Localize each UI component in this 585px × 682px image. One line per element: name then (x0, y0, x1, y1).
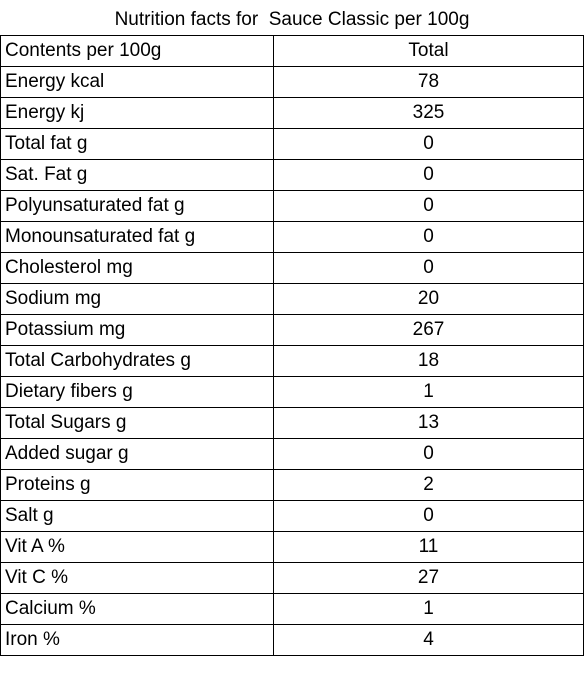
nutrient-value: 20 (273, 283, 584, 315)
nutrient-value: 0 (273, 128, 584, 160)
table-row: Energy kcal 78 (0, 66, 584, 98)
nutrient-label: Sat. Fat g (0, 159, 274, 191)
table-row: Cholesterol mg 0 (0, 252, 584, 284)
nutrient-label: Polyunsaturated fat g (0, 190, 274, 222)
nutrient-value: 0 (273, 221, 584, 253)
nutrient-label: Potassium mg (0, 314, 274, 346)
nutrient-value: 78 (273, 66, 584, 98)
nutrient-label: Total Carbohydrates g (0, 345, 274, 377)
table-title: Nutrition facts for Sauce Classic per 10… (0, 4, 584, 36)
table-row: Vit C % 27 (0, 562, 584, 594)
nutrient-value: 1 (273, 593, 584, 625)
nutrient-label: Cholesterol mg (0, 252, 274, 284)
table-row: Potassium mg 267 (0, 314, 584, 346)
nutrient-label: Added sugar g (0, 438, 274, 470)
nutrient-value: 325 (273, 97, 584, 129)
nutrient-label: Total fat g (0, 128, 274, 160)
nutrient-label: Energy kj (0, 97, 274, 129)
nutrition-page: Nutrition facts for Sauce Classic per 10… (0, 4, 585, 682)
nutrient-value: 0 (273, 190, 584, 222)
nutrition-table: Nutrition facts for Sauce Classic per 10… (0, 4, 584, 656)
nutrient-label: Calcium % (0, 593, 274, 625)
table-row: Calcium % 1 (0, 593, 584, 625)
nutrient-label: Total Sugars g (0, 407, 274, 439)
table-row: Total Sugars g 13 (0, 407, 584, 439)
table-row: Sodium mg 20 (0, 283, 584, 315)
nutrient-label: Monounsaturated fat g (0, 221, 274, 253)
header-cell: Contents per 100g (0, 35, 274, 67)
nutrient-label: Iron % (0, 624, 274, 656)
nutrient-label: Vit C % (0, 562, 274, 594)
nutrient-value: 4 (273, 624, 584, 656)
nutrient-value: 267 (273, 314, 584, 346)
nutrient-label: Energy kcal (0, 66, 274, 98)
nutrient-value: 0 (273, 252, 584, 284)
table-row: Vit A % 11 (0, 531, 584, 563)
nutrient-value: 2 (273, 469, 584, 501)
nutrient-label: Proteins g (0, 469, 274, 501)
table-row: Iron % 4 (0, 624, 584, 656)
table-row: Energy kj 325 (0, 97, 584, 129)
header-cell: Total (273, 35, 584, 67)
table-row: Total Carbohydrates g 18 (0, 345, 584, 377)
nutrient-value: 0 (273, 159, 584, 191)
nutrient-label: Salt g (0, 500, 274, 532)
nutrient-label: Dietary fibers g (0, 376, 274, 408)
nutrient-value: 1 (273, 376, 584, 408)
nutrient-value: 0 (273, 500, 584, 532)
nutrient-label: Sodium mg (0, 283, 274, 315)
header-row: Contents per 100g Total (0, 35, 584, 67)
nutrient-label: Vit A % (0, 531, 274, 563)
nutrient-value: 11 (273, 531, 584, 563)
nutrient-value: 18 (273, 345, 584, 377)
title-row: Nutrition facts for Sauce Classic per 10… (0, 4, 584, 36)
nutrient-value: 13 (273, 407, 584, 439)
nutrient-value: 27 (273, 562, 584, 594)
nutrient-value: 0 (273, 438, 584, 470)
